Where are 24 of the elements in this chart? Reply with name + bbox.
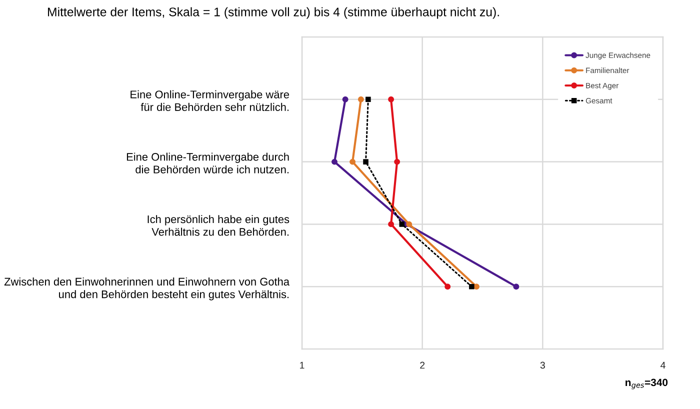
x-tick-label: 2 <box>420 362 425 369</box>
x-tick-label: 3 <box>540 362 545 369</box>
x-tick-label: 4 <box>660 362 666 369</box>
text: n$_{ges}$=340 <box>626 378 668 390</box>
point <box>394 158 400 165</box>
point <box>350 158 356 165</box>
point <box>366 96 371 102</box>
point <box>399 222 405 227</box>
point <box>332 158 338 165</box>
point <box>388 221 394 228</box>
y-tick-label: Eine Online-Terminvergabe durch die Behörden würde ich nutzen. <box>126 152 289 174</box>
point <box>444 284 451 290</box>
point <box>363 159 368 164</box>
y-tick-label: Zwischen den Einwohnerinnen und Einwohnern von Gotha und den Behörden besteht ein gutes Verhältnis. <box>4 278 290 300</box>
point <box>388 96 394 102</box>
x-tick-label: 1 <box>300 362 304 369</box>
chart-title: Mittelwerte der Items, Skala = 1 (stimme voll zu) bis 4 (stimme überhaupt nicht zu). <box>48 7 499 19</box>
y-tick-label: Ich persönlich habe ein gutes Verhältnis zu den Behörden. <box>148 215 290 236</box>
y-tick-label: Eine Online-Terminvergabe wäre für die Behörden sehr nützlich. <box>130 90 290 111</box>
point <box>513 284 520 290</box>
point <box>358 96 364 102</box>
point <box>406 221 412 228</box>
point <box>342 96 348 102</box>
point <box>469 284 474 290</box>
